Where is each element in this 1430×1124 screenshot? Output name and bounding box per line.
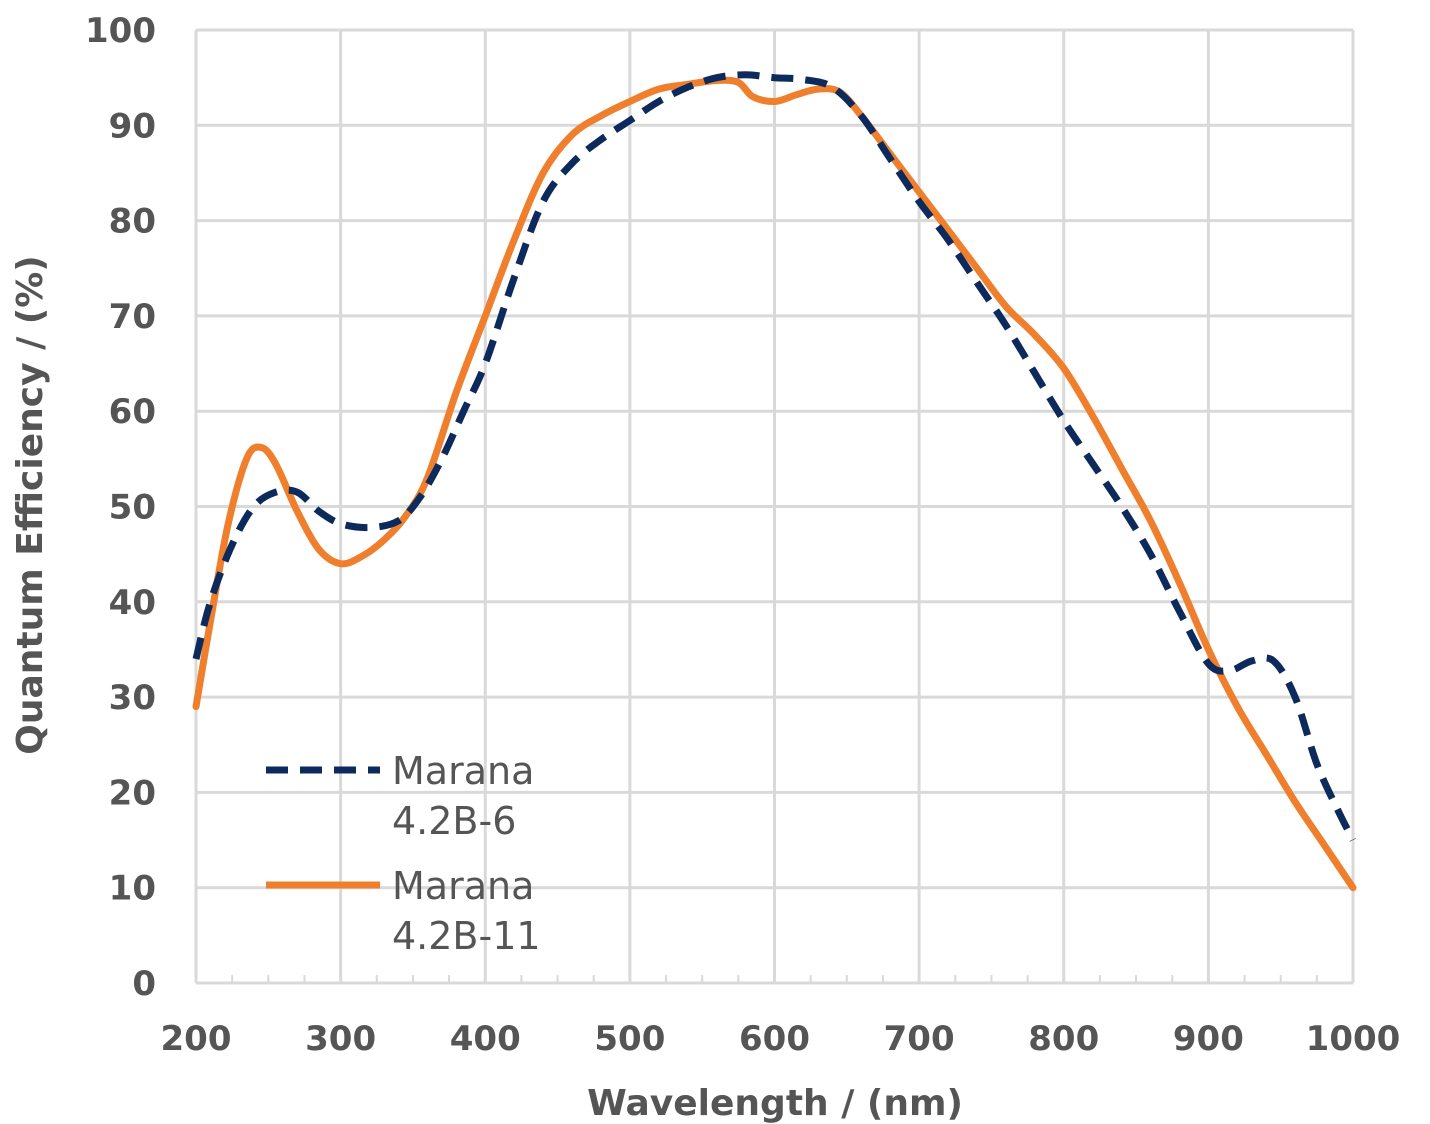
y-tick-label-0: 0 <box>132 964 156 1004</box>
y-tick-label-10: 10 <box>109 869 156 909</box>
series-lines <box>192 71 1357 892</box>
x-axis-title: Wavelength / (nm) <box>587 1083 963 1124</box>
x-tick-label-300: 300 <box>305 1019 376 1059</box>
legend-label-line: Marana <box>392 864 534 908</box>
x-tick-label-1000: 1000 <box>1306 1019 1401 1059</box>
series-line-marana-4-2b-6 <box>192 71 1357 842</box>
y-tick-label-40: 40 <box>109 583 156 623</box>
x-tick-label-200: 200 <box>161 1019 232 1059</box>
legend: Marana 4.2B-6 Marana 4.2B-11 <box>266 749 541 958</box>
y-tick-label-70: 70 <box>109 297 156 337</box>
x-tick-label-900: 900 <box>1173 1019 1244 1059</box>
minor-ticks <box>231 975 1318 983</box>
legend-label-line: 4.2B-11 <box>392 914 541 958</box>
y-tick-label-50: 50 <box>109 488 156 528</box>
x-tick-label-500: 500 <box>594 1019 665 1059</box>
y-tick-label-30: 30 <box>109 678 156 718</box>
legend-label-marana-4-2b-11: Marana 4.2B-11 <box>392 864 541 958</box>
x-tick-label-700: 700 <box>884 1019 955 1059</box>
x-tick-label-400: 400 <box>450 1019 521 1059</box>
legend-label-line: Marana <box>392 749 534 793</box>
y-tick-label-90: 90 <box>109 106 156 146</box>
y-tick-label-20: 20 <box>109 773 156 813</box>
grid <box>194 28 1355 985</box>
series-line-marana-4-2b-11 <box>192 76 1357 892</box>
legend-label-marana-4-2b-6: Marana 4.2B-6 <box>392 749 534 843</box>
y-tick-label-80: 80 <box>109 202 156 242</box>
y-axis-title: Quantum Efficiency / (%) <box>10 255 51 755</box>
x-tick-label-600: 600 <box>739 1019 810 1059</box>
legend-label-line: 4.2B-6 <box>392 799 516 843</box>
x-tick-labels: 200 300 400 500 600 700 800 900 1000 <box>161 1019 1401 1059</box>
y-tick-label-100: 100 <box>85 11 156 51</box>
y-tick-label-60: 60 <box>109 392 156 432</box>
x-tick-label-800: 800 <box>1028 1019 1099 1059</box>
y-tick-labels: 0 10 20 30 40 50 60 70 80 90 100 <box>85 11 156 1004</box>
